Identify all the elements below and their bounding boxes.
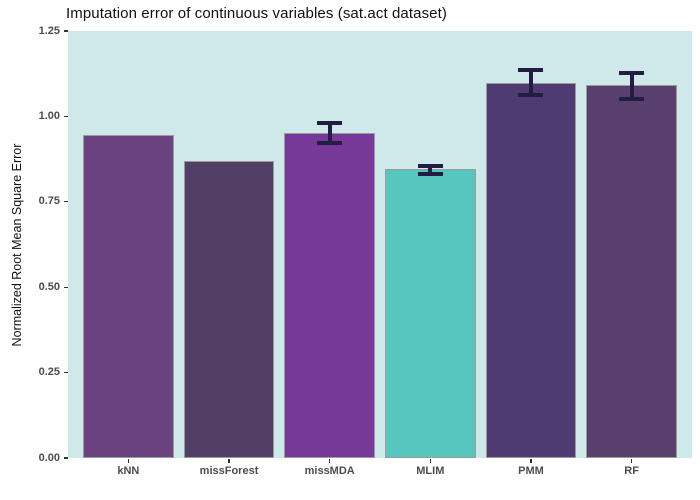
- x-tick-mark: [228, 458, 230, 463]
- bar-MLIM: [385, 169, 476, 458]
- y-tick-label: 1.25: [38, 24, 60, 37]
- x-tick-mark: [530, 458, 532, 463]
- y-tick-mark: [63, 371, 68, 374]
- errorbar-cap-top-missMDA: [317, 121, 343, 126]
- x-tick-mark: [127, 458, 130, 463]
- chart-title: Imputation error of continuous variables…: [66, 5, 447, 22]
- errorbar-cap-top-MLIM: [417, 164, 443, 169]
- bar-RF: [586, 85, 677, 458]
- x-tick-label-PMM: PMM: [518, 465, 544, 477]
- errorbar-cap-bottom-RF: [619, 96, 645, 101]
- errorbar-missMDA: [327, 123, 332, 144]
- y-tick-mark: [63, 115, 68, 118]
- y-tick-label: 0.00: [38, 451, 60, 464]
- x-tick-label-RF: RF: [624, 465, 639, 477]
- bar-kNN: [83, 135, 174, 458]
- x-tick-mark: [429, 458, 431, 463]
- x-tick-label-missMDA: missMDA: [304, 465, 355, 477]
- x-tick-label-kNN: kNN: [117, 465, 140, 477]
- y-tick-label: 0.50: [38, 280, 60, 293]
- y-tick-mark: [63, 286, 68, 288]
- y-tick-label: 0.75: [38, 195, 60, 208]
- errorbar-PMM: [528, 70, 533, 95]
- errorbar-cap-top-PMM: [518, 68, 544, 73]
- errorbar-cap-bottom-PMM: [518, 92, 544, 97]
- y-tick-label: 1.00: [38, 109, 60, 122]
- y-tick-mark: [63, 457, 68, 459]
- y-tick-label: 0.25: [38, 366, 60, 379]
- y-tick-mark: [63, 201, 68, 203]
- bar-PMM: [485, 82, 577, 458]
- y-axis-label: Normalized Root Mean Square Error: [10, 143, 24, 347]
- x-tick-label-MLIM: MLIM: [416, 465, 445, 477]
- bar-missMDA: [284, 133, 375, 458]
- errorbar-MLIM: [428, 166, 433, 175]
- errorbar-cap-bottom-MLIM: [417, 172, 443, 177]
- x-tick-mark: [328, 458, 331, 463]
- errorbar-cap-top-RF: [619, 71, 645, 76]
- bar-missForest: [183, 161, 275, 458]
- y-tick-mark: [63, 30, 68, 32]
- x-tick-label-missForest: missForest: [199, 465, 259, 477]
- x-tick-mark: [630, 458, 633, 463]
- errorbar-cap-bottom-missMDA: [317, 141, 343, 146]
- errorbar-RF: [629, 73, 634, 99]
